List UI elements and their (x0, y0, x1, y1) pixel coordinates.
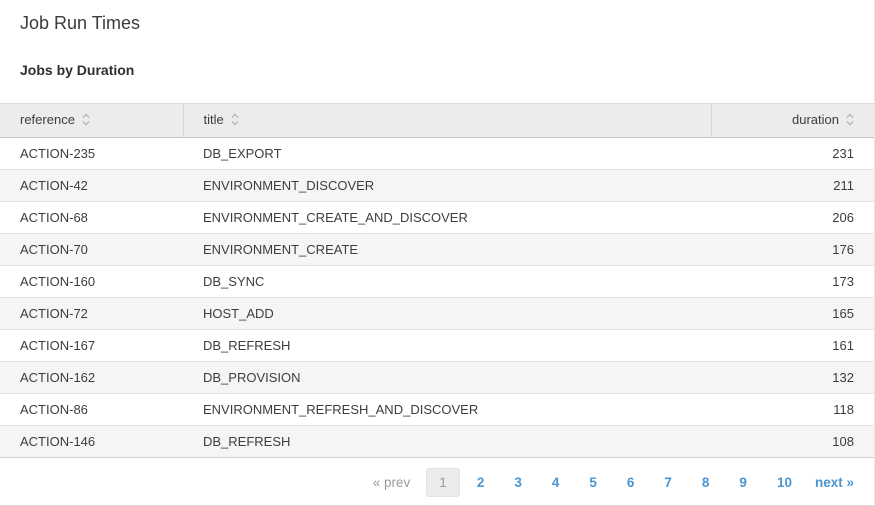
cell-duration: 176 (711, 233, 874, 266)
cell-title: DB_EXPORT (183, 137, 711, 170)
table-row: ACTION-42 ENVIRONMENT_DISCOVER 211 (0, 169, 874, 202)
sort-icon (82, 113, 90, 129)
cell-reference: ACTION-86 (0, 393, 183, 426)
cell-duration: 108 (711, 425, 874, 458)
column-header-label: title (203, 112, 224, 127)
cell-reference: ACTION-68 (0, 201, 183, 234)
cell-title: DB_REFRESH (183, 425, 711, 458)
table-row: ACTION-160 DB_SYNC 173 (0, 265, 874, 298)
pagination-page[interactable]: 7 (664, 474, 672, 490)
cell-title: HOST_ADD (183, 297, 711, 330)
table-row: ACTION-146 DB_REFRESH 108 (0, 425, 874, 458)
column-header-label: duration (792, 112, 839, 127)
cell-title: ENVIRONMENT_CREATE_AND_DISCOVER (183, 201, 711, 234)
cell-reference: ACTION-42 (0, 169, 183, 202)
cell-reference: ACTION-235 (0, 137, 183, 170)
cell-duration: 118 (711, 393, 874, 426)
pagination: « prev 1 2 3 4 5 6 7 8 9 10 next » (0, 458, 874, 505)
cell-reference: ACTION-70 (0, 233, 183, 266)
pagination-prev[interactable]: « prev (372, 474, 411, 490)
pagination-page[interactable]: 3 (514, 474, 522, 490)
cell-duration: 173 (711, 265, 874, 298)
column-header-duration[interactable]: duration (710, 103, 874, 138)
jobs-table: reference title duration ACTION-235 DB_EX… (0, 103, 874, 458)
cell-reference: ACTION-146 (0, 425, 183, 458)
cell-duration: 132 (711, 361, 874, 394)
table-row: ACTION-86 ENVIRONMENT_REFRESH_AND_DISCOVE… (0, 393, 874, 426)
cell-duration: 211 (711, 169, 874, 202)
table-body: ACTION-235 DB_EXPORT 231 ACTION-42 ENVIRONME… (0, 137, 874, 458)
cell-duration: 206 (711, 201, 874, 234)
pagination-page[interactable]: 8 (701, 474, 710, 490)
sort-icon (846, 113, 854, 129)
page-title: Job Run Times (20, 13, 141, 33)
pagination-next[interactable]: next » (814, 474, 854, 490)
cell-reference: ACTION-167 (0, 329, 183, 362)
pagination-page[interactable]: 9 (739, 474, 747, 490)
table-row: ACTION-235 DB_EXPORT 231 (0, 137, 874, 170)
column-header-reference[interactable]: reference (0, 103, 183, 138)
pagination-page[interactable]: 2 (476, 474, 485, 490)
table-header: reference title duration (0, 103, 874, 138)
cell-title: ENVIRONMENT_DISCOVER (183, 169, 711, 202)
table-row: ACTION-72 HOST_ADD 165 (0, 297, 874, 330)
pagination-page[interactable]: 6 (626, 474, 635, 490)
column-header-title[interactable]: title (182, 103, 711, 138)
cell-reference: ACTION-72 (0, 297, 183, 330)
cell-duration: 231 (711, 137, 874, 170)
pagination-page[interactable]: 5 (589, 474, 597, 490)
cell-reference: ACTION-160 (0, 265, 183, 298)
pagination-page[interactable]: 10 (776, 474, 792, 490)
cell-title: ENVIRONMENT_REFRESH_AND_DISCOVER (183, 393, 711, 426)
section-subtitle: Jobs by Duration (20, 62, 135, 78)
table-row: ACTION-70 ENVIRONMENT_CREATE 176 (0, 233, 874, 266)
pagination-page-current[interactable]: 1 (426, 467, 460, 497)
cell-duration: 161 (711, 329, 874, 362)
pagination-pages: 1 2 3 4 5 6 7 8 9 10 (424, 467, 807, 497)
cell-title: DB_REFRESH (183, 329, 711, 362)
column-header-label: reference (20, 112, 75, 127)
pagination-page[interactable]: 4 (551, 474, 560, 490)
cell-reference: ACTION-162 (0, 361, 183, 394)
cell-title: DB_PROVISION (183, 361, 711, 394)
table-row: ACTION-68 ENVIRONMENT_CREATE_AND_DISCOVER… (0, 201, 874, 234)
table-row: ACTION-167 DB_REFRESH 161 (0, 329, 874, 362)
sort-icon (231, 113, 239, 129)
table-row: ACTION-162 DB_PROVISION 132 (0, 361, 874, 394)
cell-title: ENVIRONMENT_CREATE (183, 233, 711, 266)
cell-title: DB_SYNC (183, 265, 711, 298)
cell-duration: 165 (711, 297, 874, 330)
